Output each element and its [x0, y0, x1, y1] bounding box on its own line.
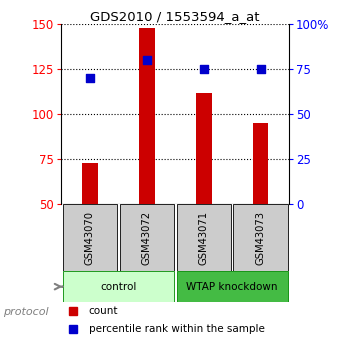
Text: GSM43071: GSM43071 — [199, 211, 208, 265]
Point — [201, 67, 206, 72]
Point — [87, 76, 92, 81]
Bar — [176, 271, 288, 302]
Text: control: control — [100, 282, 136, 292]
Text: GSM43073: GSM43073 — [256, 211, 266, 265]
Bar — [139, 28, 155, 204]
Bar — [176, 204, 231, 271]
Bar — [253, 123, 269, 204]
Bar — [63, 271, 174, 302]
Text: GSM43070: GSM43070 — [85, 211, 95, 265]
Text: count: count — [88, 306, 118, 316]
Bar — [63, 204, 117, 271]
Text: GSM43072: GSM43072 — [142, 211, 152, 265]
Text: percentile rank within the sample: percentile rank within the sample — [88, 324, 265, 334]
Bar — [195, 92, 211, 204]
Bar — [234, 204, 288, 271]
Text: WTAP knockdown: WTAP knockdown — [186, 282, 278, 292]
Point — [144, 57, 149, 63]
Text: protocol: protocol — [3, 307, 49, 317]
Bar — [82, 163, 98, 204]
Bar — [120, 204, 174, 271]
Title: GDS2010 / 1553594_a_at: GDS2010 / 1553594_a_at — [90, 10, 260, 23]
Point — [258, 67, 263, 72]
